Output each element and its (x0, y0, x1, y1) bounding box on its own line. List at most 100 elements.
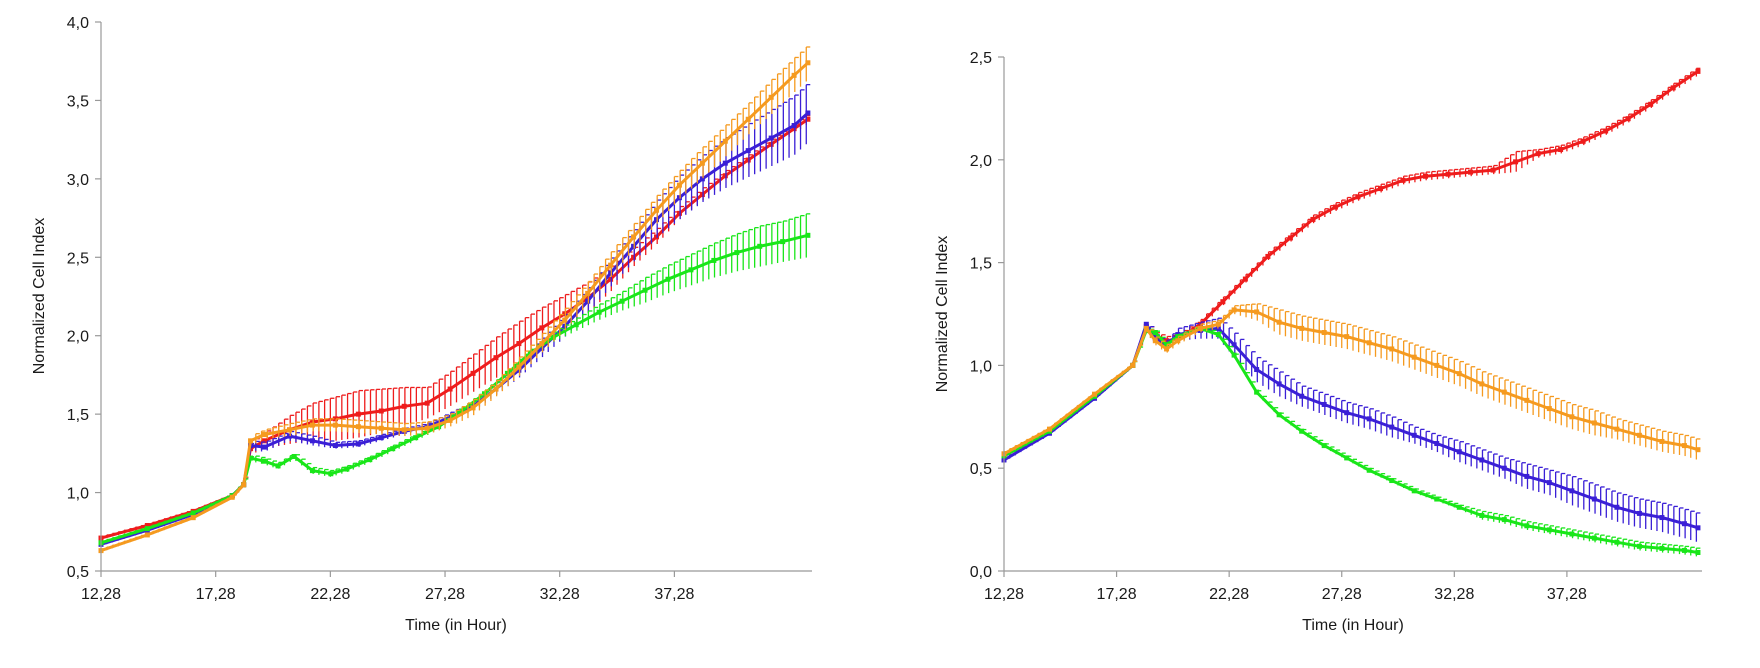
right-chart-data-point (1355, 194, 1361, 200)
right-chart-data-point (1695, 525, 1701, 531)
right-chart-data-point (1344, 455, 1350, 461)
right-chart-data-point (1164, 338, 1170, 344)
left-chart-data-point (261, 458, 267, 464)
left-chart-data-point (722, 160, 728, 166)
left-chart-x-tick-label: 22,28 (310, 586, 350, 603)
left-chart-y-ticks: 0,5 1,0 1,5 2,0 2,5 3,0 3,5 4,0 (67, 15, 101, 581)
left-chart-data-point (309, 422, 315, 428)
left-chart-data-point (401, 427, 407, 433)
left-chart-data-point (608, 270, 614, 276)
right-chart-data-point (1265, 253, 1271, 259)
right-chart-data-point (1411, 432, 1417, 438)
left-chart-data-point (562, 317, 568, 323)
left-chart-data-point (734, 250, 740, 256)
right-chart-y-axis-title: Normalized Cell Index (934, 236, 951, 393)
left-chart-x-tick-label: 37,28 (654, 586, 694, 603)
left-chart-x-tick-label: 12,28 (81, 586, 121, 603)
left-chart-x-ticks: 12,28 17,28 22,28 27,28 32,28 37,28 (81, 571, 695, 603)
left-chart-data-point (291, 453, 297, 459)
right-chart-data-point (1152, 338, 1158, 344)
right-chart-data-point (1164, 346, 1170, 352)
right-chart-data-point (1231, 352, 1237, 358)
right-chart-data-point (1276, 412, 1282, 418)
left-chart-data-point (275, 463, 281, 469)
left-chart-data-point (504, 370, 510, 376)
right-chart-data-point (1625, 116, 1631, 122)
right-chart-data-point (1434, 362, 1440, 368)
right-chart-data-point (1299, 325, 1305, 331)
right-chart-data-point (1092, 391, 1098, 397)
right-chart-data-point (1524, 523, 1530, 529)
right-chart-data-point (1614, 504, 1620, 510)
left-chart-y-tick-label: 3,0 (67, 172, 89, 189)
right-chart-data-point (1659, 438, 1665, 444)
right-chart-data-point (1513, 159, 1519, 165)
left-chart-data-point (631, 243, 637, 249)
right-chart-y-tick-label: 2,0 (970, 153, 992, 170)
right-chart-data-point (1670, 85, 1676, 91)
left-chart-data-point (481, 391, 487, 397)
right-chart-data-point (1636, 543, 1642, 549)
left-chart-x-tick-label: 17,28 (196, 586, 236, 603)
right-chart-series (1001, 67, 1701, 557)
left-chart-data-point (585, 298, 591, 304)
left-chart-y-tick-label: 1,0 (67, 486, 89, 503)
left-chart-data-point (585, 290, 591, 296)
left-chart-data-point (424, 400, 430, 406)
left-chart-data-point (287, 427, 293, 433)
right-chart: 0,0 0,5 1,0 1,5 2,0 2,5 12,28 17,28 22,28 27,28 3… (934, 50, 1702, 634)
left-chart-data-point (493, 355, 499, 361)
left-chart-data-point (722, 173, 728, 179)
right-chart-y-ticks: 0,0 0,5 1,0 1,5 2,0 2,5 (970, 50, 1004, 581)
left-chart-data-point (248, 455, 254, 461)
right-chart-data-point (1254, 309, 1260, 315)
right-chart-data-point (1501, 465, 1507, 471)
right-chart-data-point (1220, 299, 1226, 305)
left-chart-data-point (573, 322, 579, 328)
right-chart-data-point (1479, 381, 1485, 387)
left-chart-data-point (745, 148, 751, 154)
left-chart-data-point (539, 341, 545, 347)
right-chart-data-point (1456, 449, 1462, 455)
left-chart-data-point (261, 438, 267, 444)
right-chart-data-point (1603, 128, 1609, 134)
left-chart-data-point (699, 192, 705, 198)
left-chart-data-point (516, 367, 522, 373)
right-chart-data-point (1344, 410, 1350, 416)
right-chart-data-point (1695, 549, 1701, 555)
left-chart-data-point (332, 422, 338, 428)
right-chart-x-tick-label: 22,28 (1209, 586, 1249, 603)
right-chart-data-point (1197, 325, 1203, 331)
right-chart-data-point (1310, 216, 1316, 222)
left-chart-data-point (470, 405, 476, 411)
right-chart-data-point (1164, 342, 1170, 348)
right-chart-data-point (1400, 177, 1406, 183)
left-chart-y-tick-label: 3,5 (67, 93, 89, 110)
right-chart-data-point (1445, 171, 1451, 177)
left-chart-data-point (562, 311, 568, 317)
right-chart-data-point (1046, 426, 1052, 432)
left-chart-data-point (309, 438, 315, 444)
right-chart-data-point (1546, 480, 1552, 486)
left-chart-y-tick-label: 4,0 (67, 15, 89, 32)
right-chart-data-point (1681, 443, 1687, 449)
left-chart-data-point (229, 494, 235, 500)
left-chart-data-point (378, 425, 384, 431)
right-chart-data-point (1569, 531, 1575, 537)
right-chart-data-point (1366, 340, 1372, 346)
left-chart-data-point (688, 267, 694, 273)
right-chart-series-4 (1001, 303, 1701, 460)
left-chart-data-point (699, 160, 705, 166)
right-chart-data-point (1591, 496, 1597, 502)
left-chart-data-point (493, 386, 499, 392)
right-chart-x-tick-label: 27,28 (1322, 586, 1362, 603)
right-chart-data-point (1344, 334, 1350, 340)
left-chart-x-tick-label: 32,28 (540, 586, 580, 603)
left-chart-data-point (378, 435, 384, 441)
left-chart-data-point (768, 94, 774, 100)
left-chart-data-point (344, 466, 350, 472)
left-chart-data-point (436, 424, 442, 430)
left-chart-data-point (261, 444, 267, 450)
left-chart-data-point (390, 446, 396, 452)
left-chart-data-point (676, 210, 682, 216)
